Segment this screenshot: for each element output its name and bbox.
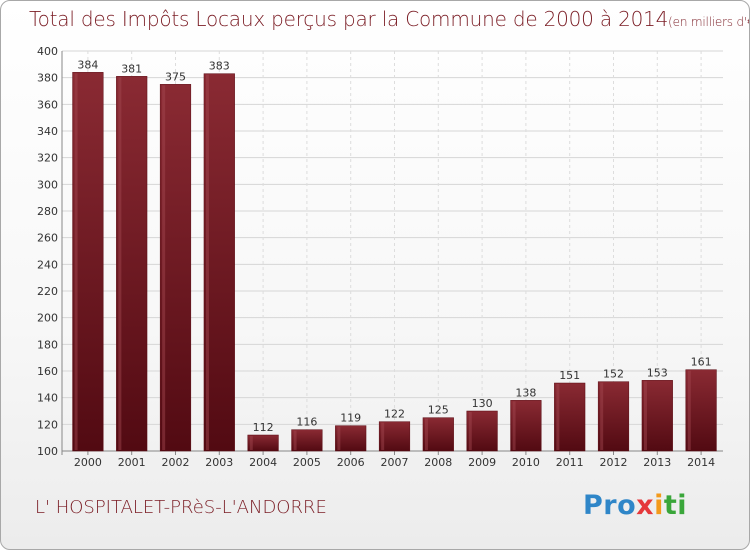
data-label: 383 (209, 60, 230, 73)
bar (247, 434, 279, 452)
x-tick-label: 2000 (74, 456, 102, 469)
bar-highlight (381, 422, 385, 450)
data-label: 125 (428, 404, 449, 417)
x-tick-label: 2012 (600, 456, 628, 469)
x-tick-label: 2001 (118, 456, 146, 469)
bar-highlight (687, 370, 691, 450)
data-label: 375 (165, 70, 186, 83)
x-tick-label: 2009 (468, 456, 496, 469)
axes: 100 120 140 160 180 200 220 240 260 280 300 320 340 3… (37, 45, 723, 469)
x-tick-label: 2007 (381, 456, 409, 469)
bar-highlight (424, 418, 428, 450)
x-tick-label: 2002 (162, 456, 190, 469)
data-label: 151 (559, 369, 580, 382)
y-tick-label: 400 (37, 45, 58, 58)
bar (685, 369, 717, 452)
bar-highlight (512, 401, 516, 450)
commune-name: L' HOSPITALET-PRèS-L'ANDORRE (35, 497, 327, 518)
bar-highlight (249, 436, 253, 450)
bar (510, 400, 542, 452)
data-label: 138 (515, 386, 536, 399)
chart-title-text: Total des Impôts Locaux perçus par la Co… (29, 7, 669, 31)
x-tick-label: 2006 (337, 456, 365, 469)
x-tick-label: 2003 (205, 456, 233, 469)
x-tick-label: 2010 (512, 456, 540, 469)
data-label: 119 (340, 412, 361, 425)
bar (554, 382, 586, 452)
data-label: 153 (647, 366, 668, 379)
bar-highlight (556, 384, 560, 450)
y-tick-label: 240 (37, 258, 58, 271)
bar (72, 72, 104, 452)
y-tick-label: 220 (37, 285, 58, 298)
bar (641, 380, 673, 452)
y-tick-label: 320 (37, 152, 58, 165)
data-label: 112 (253, 421, 274, 434)
bar (335, 425, 367, 452)
data-label: 152 (603, 368, 624, 381)
data-label: 130 (472, 397, 493, 410)
y-tick-label: 200 (37, 312, 58, 325)
bar-highlight (337, 426, 341, 450)
brand-logo: Proxiti (583, 490, 688, 521)
y-tick-label: 280 (37, 205, 58, 218)
data-label: 161 (691, 356, 712, 369)
x-tick-label: 2011 (556, 456, 584, 469)
bar (116, 76, 148, 452)
bar-highlight (74, 73, 78, 450)
bar (159, 84, 192, 452)
bar-highlight (205, 74, 209, 451)
bar-highlight (600, 382, 604, 450)
data-label: 116 (296, 416, 317, 429)
y-tick-label: 160 (37, 365, 58, 378)
chart-title: Total des Impôts Locaux perçus par la Co… (29, 7, 750, 31)
y-tick-label: 300 (37, 178, 58, 191)
y-tick-label: 260 (37, 232, 58, 245)
y-tick-label: 340 (37, 125, 58, 138)
chart-unit: (en milliers d'€) (668, 15, 750, 29)
bar-highlight (468, 412, 472, 450)
data-label: 384 (77, 58, 98, 71)
x-tick-label: 2014 (687, 456, 715, 469)
x-tick-label: 2005 (293, 456, 321, 469)
data-labels: 384 381 375 383 112 116 119 122 125 130 138 151 152 1… (77, 58, 711, 434)
bar-highlight (162, 85, 166, 450)
bar (597, 381, 630, 452)
data-label: 381 (121, 62, 142, 75)
bar-highlight (118, 77, 122, 450)
y-tick-label: 100 (37, 445, 58, 458)
bar (422, 417, 454, 452)
data-label: 122 (384, 408, 405, 421)
y-tick-label: 140 (37, 392, 58, 405)
bar (378, 421, 411, 452)
x-tick-label: 2013 (643, 456, 671, 469)
bar (291, 429, 323, 452)
bar (203, 73, 235, 452)
bar-highlight (643, 381, 647, 450)
y-tick-label: 180 (37, 338, 58, 351)
y-tick-label: 380 (37, 72, 58, 85)
y-tick-label: 120 (37, 418, 58, 431)
x-tick-label: 2004 (249, 456, 277, 469)
bars (72, 72, 717, 452)
bar (466, 410, 498, 452)
x-tick-label: 2008 (424, 456, 452, 469)
bar-highlight (293, 430, 297, 450)
y-tick-label: 360 (37, 98, 58, 111)
